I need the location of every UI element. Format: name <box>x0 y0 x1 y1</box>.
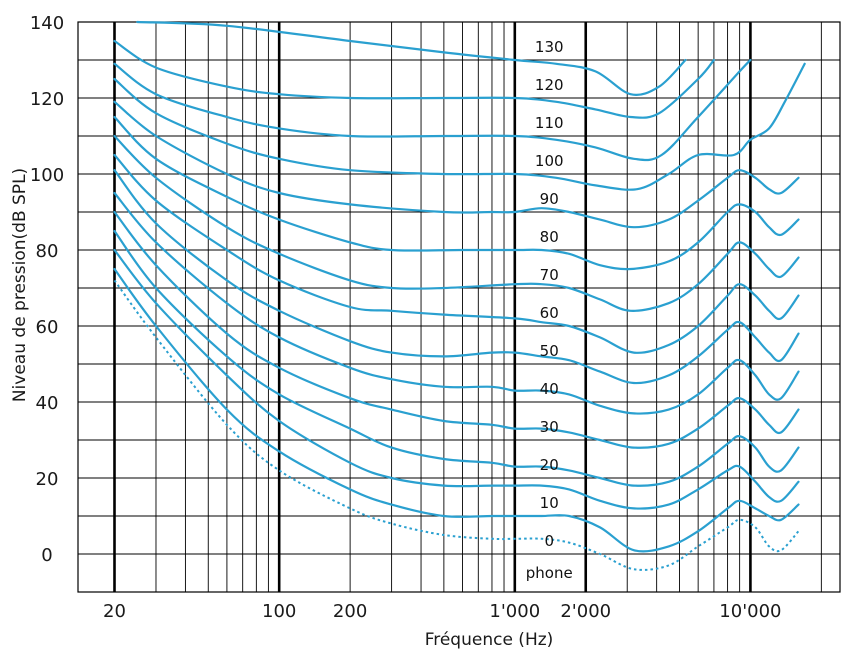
phon-curve-label: 50 <box>540 342 559 360</box>
y-axis-title: Niveau de pression(dB SPL) <box>10 168 30 402</box>
phon-curve-label: 130 <box>535 38 564 56</box>
phon-curve-label: 100 <box>535 152 564 170</box>
y-tick-label: 140 <box>30 13 64 34</box>
y-tick-label: 40 <box>36 393 59 414</box>
phon-curve-label: 60 <box>540 304 559 322</box>
phon-curves <box>113 20 806 571</box>
y-tick-label: 120 <box>30 89 64 110</box>
x-tick-label: 10'000 <box>719 601 781 622</box>
phon-curve-label: 40 <box>540 380 559 398</box>
phon-curve-50 <box>113 169 800 385</box>
phon-curve-label: 80 <box>540 228 559 246</box>
phon-curve-label: 10 <box>540 494 559 512</box>
phon-curve-20 <box>113 229 800 487</box>
phon-curve-110 <box>113 58 752 162</box>
phon-curve-130 <box>136 20 687 96</box>
phon-curve-label: 20 <box>540 456 559 474</box>
phon-curve-10 <box>113 248 800 510</box>
x-tick-label: 1'000 <box>489 601 540 622</box>
y-axis-ticks: 0 20 40 60 80 100 120 140 <box>30 13 64 566</box>
y-tick-label: 0 <box>41 545 52 566</box>
phon-curve-40 <box>113 191 800 415</box>
phon-curve-label: 30 <box>540 418 559 436</box>
phon-curve-label: 90 <box>540 190 559 208</box>
phon-unit-label: phone <box>526 564 573 582</box>
phon-curve-60 <box>113 153 800 354</box>
x-axis-title: Fréquence (Hz) <box>425 630 554 650</box>
x-tick-label: 20 <box>103 601 126 622</box>
x-tick-label: 2'000 <box>560 601 611 622</box>
phon-curve-80 <box>113 115 800 271</box>
phon-curve-100 <box>113 62 806 191</box>
x-axis-ticks: 20 100 200 1'000 2'000 10'000 <box>103 601 781 622</box>
phon-curve-30 <box>113 210 800 449</box>
phon-curve-120 <box>113 39 715 119</box>
phon-curve-70 <box>113 134 800 312</box>
phon-curve-label: 110 <box>535 114 564 132</box>
y-tick-label: 100 <box>30 165 64 186</box>
phon-curve-90 <box>113 100 800 229</box>
phon-curve-label: 120 <box>535 76 564 94</box>
plot-frame <box>77 21 841 593</box>
x-tick-label: 100 <box>262 601 296 622</box>
phon-curve-label: 0 <box>544 532 554 550</box>
phon-curve-0 <box>113 267 800 553</box>
y-tick-label: 20 <box>36 469 59 490</box>
phon-curve-label: 70 <box>540 266 559 284</box>
y-tick-label: 60 <box>36 317 59 338</box>
x-tick-label: 200 <box>333 601 367 622</box>
y-tick-label: 80 <box>36 241 59 262</box>
